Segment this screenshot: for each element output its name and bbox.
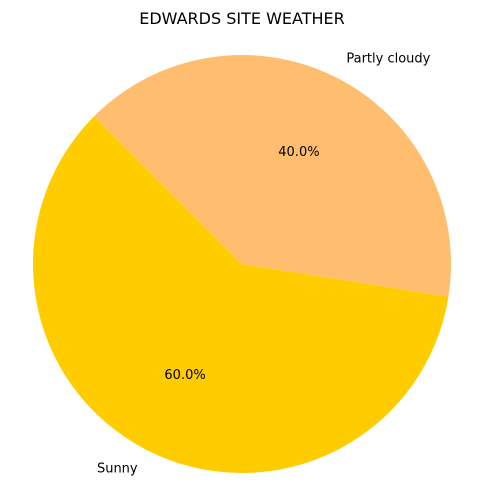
pie-slice-sunny bbox=[32, 116, 449, 474]
slice-label-0: Sunny bbox=[97, 461, 138, 476]
chart-title: EDWARDS SITE WEATHER bbox=[139, 9, 345, 28]
pie-slice-partly-cloudy bbox=[94, 55, 451, 297]
slice-percent-0: 60.0% bbox=[164, 368, 205, 383]
slice-label-1: Partly cloudy bbox=[346, 52, 430, 67]
slice-percent-1: 40.0% bbox=[278, 145, 319, 160]
